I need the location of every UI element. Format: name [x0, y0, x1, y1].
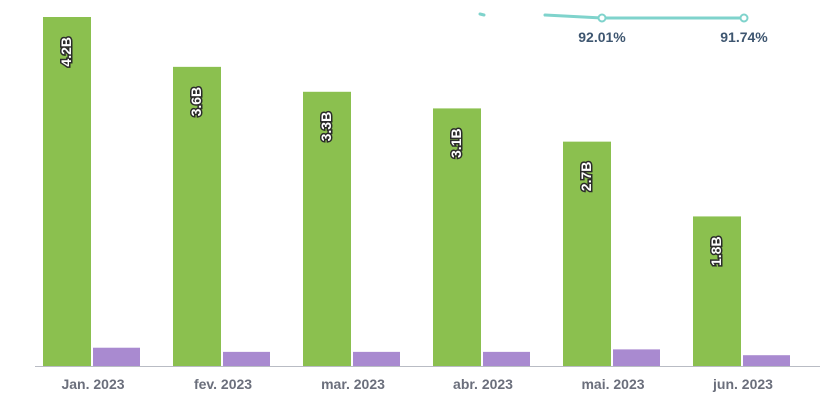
- bar-purple: [483, 351, 530, 366]
- bar-purple: [613, 349, 660, 366]
- bar-purple: [353, 351, 400, 366]
- bar-green: [693, 216, 741, 366]
- bar-value-label: 2.7B: [578, 162, 594, 192]
- bar-green: [43, 17, 91, 366]
- x-tick-label: fev. 2023: [194, 376, 252, 392]
- line-series-path: [478, 12, 746, 20]
- bar-green: [563, 141, 611, 366]
- percentage-line: [478, 12, 749, 23]
- line-value-label: 91.74%: [720, 29, 768, 45]
- bar-value-label: 3.3B: [318, 112, 334, 142]
- bar-green: [173, 66, 221, 366]
- bar-value-label: 3.1B: [448, 128, 464, 158]
- bar-value-label: 1.8B: [708, 236, 724, 266]
- line-point: [739, 13, 749, 23]
- bar-purple: [93, 347, 140, 366]
- bar-value-label: 4.2B: [58, 37, 74, 67]
- x-tick-label: mai. 2023: [581, 376, 644, 392]
- bar-purple: [743, 355, 790, 366]
- bar-purple: [223, 351, 270, 366]
- bar-green: [303, 91, 351, 367]
- x-tick-label: jun. 2023: [712, 376, 773, 392]
- bar-green: [433, 108, 481, 367]
- labels: 4.2B Jan. 2023 3.6B fev. 2023 3.3B mar. 2023 3…: [57, 29, 774, 392]
- bars: [43, 17, 790, 367]
- x-tick-label: mar. 2023: [321, 376, 385, 392]
- x-tick-label: abr. 2023: [453, 376, 513, 392]
- bar-value-label: 3.6B: [188, 87, 204, 117]
- line-point: [597, 13, 607, 23]
- line-value-label: 92.01%: [578, 29, 626, 45]
- x-tick-label: Jan. 2023: [61, 376, 124, 392]
